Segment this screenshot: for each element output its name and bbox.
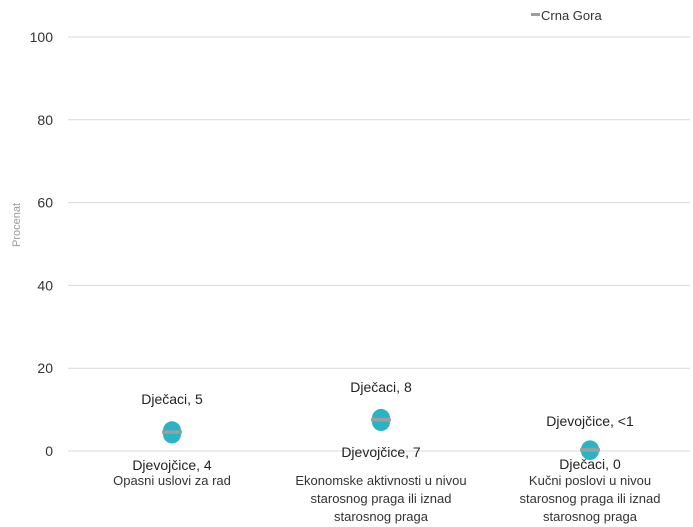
point-djecaci	[372, 408, 390, 427]
x-category-label: Ekonomske aktivnosti u nivou starosnog pr…	[295, 473, 466, 524]
legend-swatch	[531, 13, 540, 16]
y-tick-label: 60	[37, 195, 53, 211]
data-label-djevojcice: Djevojčice, 7	[341, 444, 421, 460]
x-category-label: Kučni poslovi u nivou starosnog praga ili…	[520, 473, 661, 524]
data-labels: Dječaci, 5 Djevojčice, 4 Dječaci, 8 Djevojč…	[132, 379, 634, 473]
y-tick-label: 80	[37, 112, 53, 128]
legend-label: Crna Gora	[541, 8, 602, 23]
marker-crna-gora	[371, 417, 391, 422]
data-label-djecaci: Dječaci, 8	[350, 379, 412, 395]
y-tick-label: 40	[37, 277, 53, 293]
data-label-djevojcice: Djevojčice, <1	[546, 413, 634, 429]
point-djecaci	[163, 421, 181, 440]
y-axis-label: Procenat	[11, 203, 23, 247]
data-points	[162, 408, 600, 460]
y-tick-label: 20	[37, 360, 53, 376]
y-tick-label: 0	[45, 443, 53, 459]
marker-crna-gora	[162, 430, 182, 434]
y-tick-label: 100	[30, 29, 54, 45]
data-label-djecaci: Dječaci, 5	[141, 391, 203, 407]
x-axis-categories: Opasni uslovi za rad Ekonomske aktivnosti…	[113, 473, 660, 524]
data-label-djevojcice: Djevojčice, 4	[132, 457, 212, 473]
x-category-label: Opasni uslovi za rad	[113, 473, 231, 488]
marker-crna-gora	[580, 448, 600, 452]
legend: Crna Gora	[531, 8, 602, 23]
data-label-djecaci: Dječaci, 0	[559, 456, 621, 472]
y-axis-ticks: 0 20 40 60 80 100	[30, 29, 54, 459]
